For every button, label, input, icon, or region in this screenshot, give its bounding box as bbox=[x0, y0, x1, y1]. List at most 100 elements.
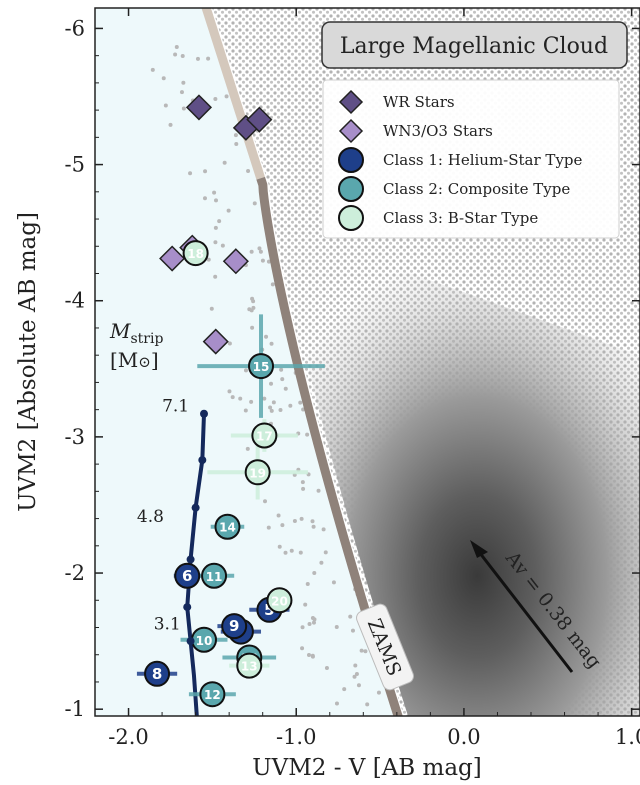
mass-label: 3.1 bbox=[154, 614, 181, 634]
field-star-dot bbox=[251, 299, 256, 304]
field-star-dot bbox=[271, 400, 276, 405]
field-star-dot bbox=[324, 665, 329, 670]
circle-marker bbox=[174, 562, 201, 589]
legend-circle bbox=[338, 147, 364, 173]
field-star-dot bbox=[288, 403, 293, 408]
diamond-marker bbox=[185, 94, 213, 121]
field-star-dot bbox=[292, 519, 297, 524]
field-star-dot bbox=[359, 648, 364, 653]
field-star-dot bbox=[258, 249, 263, 254]
field-star-dot bbox=[257, 246, 262, 251]
field-star-dot bbox=[280, 523, 285, 528]
circle-marker bbox=[144, 660, 171, 687]
track-node bbox=[183, 603, 192, 612]
star-markers: 567891011121415161317181920 bbox=[144, 94, 293, 708]
circle-marker bbox=[248, 353, 275, 380]
zams-curve-upper bbox=[201, 8, 265, 180]
circle-marker bbox=[236, 652, 263, 679]
field-star-dot bbox=[213, 97, 218, 102]
field-star-dot bbox=[260, 258, 265, 263]
legend: WR Stars WN3/O3 Stars Class 1: Helium-Star… bbox=[322, 79, 620, 239]
field-star-dot bbox=[163, 103, 168, 108]
field-star-dot bbox=[179, 90, 184, 95]
marker-label: 19 bbox=[249, 466, 266, 480]
field-star-dot bbox=[245, 446, 250, 451]
circle-marker bbox=[199, 681, 226, 708]
field-star-dot bbox=[269, 341, 274, 346]
field-star-dot bbox=[227, 389, 232, 394]
marker-label: 11 bbox=[206, 570, 223, 584]
field-star-dot bbox=[262, 396, 267, 401]
axis-ticks: -2.0 -1.0 0.0 1.0 -1 -2 -3 -4 -5 -6 bbox=[65, 8, 640, 749]
field-star-dot bbox=[269, 408, 274, 413]
field-star-dot bbox=[283, 550, 288, 555]
field-star-dot bbox=[354, 671, 359, 676]
marker-label: 15 bbox=[253, 360, 270, 374]
field-star-dot bbox=[301, 486, 306, 491]
field-star-dot bbox=[181, 106, 186, 111]
field-star-dot bbox=[246, 169, 251, 174]
field-star-dot bbox=[300, 646, 305, 651]
y-tick-label: -2 bbox=[65, 561, 85, 585]
field-star-dot bbox=[227, 341, 232, 346]
field-star-dot bbox=[226, 208, 231, 213]
track-node bbox=[186, 637, 195, 646]
field-star-dot bbox=[307, 622, 312, 627]
field-star-dot bbox=[224, 94, 229, 99]
field-star-dot bbox=[230, 395, 235, 400]
svg-text:[M⊙]: [M⊙] bbox=[110, 348, 159, 372]
field-star-dot bbox=[252, 201, 257, 206]
field-star-dot bbox=[305, 581, 310, 586]
mass-label: 4.8 bbox=[137, 507, 164, 527]
x-tick-label: 1.0 bbox=[615, 725, 640, 749]
field-star-dot bbox=[300, 480, 305, 485]
plot-frame bbox=[94, 7, 640, 717]
y-tick-label: -1 bbox=[65, 697, 85, 721]
diamond-marker bbox=[159, 245, 186, 272]
track-node bbox=[191, 503, 200, 512]
marker-label: 18 bbox=[187, 247, 204, 261]
field-star-dot bbox=[203, 169, 208, 174]
field-star-dot bbox=[217, 219, 222, 224]
field-star-dot bbox=[269, 381, 274, 386]
field-star-dot bbox=[319, 560, 324, 565]
field-star-dot bbox=[161, 76, 166, 81]
field-star-dot bbox=[233, 133, 238, 138]
field-star-dot bbox=[266, 525, 271, 530]
field-star-dot bbox=[303, 602, 308, 607]
field-star-dot bbox=[270, 282, 275, 287]
field-star-dot bbox=[250, 325, 255, 330]
field-star-dot bbox=[264, 334, 269, 339]
field-star-dot bbox=[280, 377, 285, 382]
marker-label: 8 bbox=[152, 665, 162, 683]
field-star-dot bbox=[316, 488, 321, 493]
field-star-dot bbox=[249, 399, 254, 404]
field-star-dot bbox=[206, 56, 211, 61]
field-star-dot bbox=[180, 53, 185, 58]
field-star-dot bbox=[263, 499, 268, 504]
circle-marker bbox=[214, 513, 241, 540]
mass-label: 7.1 bbox=[162, 397, 189, 417]
field-star-dot bbox=[300, 625, 305, 630]
circle-marker bbox=[266, 587, 293, 614]
field-star-dot bbox=[234, 141, 239, 146]
legend-label: Class 1: Helium-Star Type bbox=[383, 151, 583, 169]
field-star-dot bbox=[168, 122, 173, 127]
field-star-dot bbox=[350, 628, 355, 633]
field-star-dot bbox=[311, 620, 316, 625]
field-star-dot bbox=[312, 617, 317, 622]
field-star-dot bbox=[365, 702, 370, 707]
field-star-density bbox=[278, 225, 640, 716]
field-star-dot bbox=[247, 307, 252, 312]
field-star-dot bbox=[213, 198, 218, 203]
y-tick-label: -3 bbox=[65, 425, 85, 449]
field-star-dot bbox=[348, 614, 353, 619]
field-star-dot bbox=[213, 274, 218, 279]
y-tick-label: -5 bbox=[65, 153, 85, 177]
circle-marker bbox=[251, 422, 278, 449]
field-star-dot bbox=[306, 652, 311, 657]
field-star-dot bbox=[363, 649, 368, 654]
field-star-dot bbox=[238, 396, 243, 401]
field-star-dot bbox=[311, 524, 316, 529]
field-star-dot bbox=[181, 80, 186, 85]
